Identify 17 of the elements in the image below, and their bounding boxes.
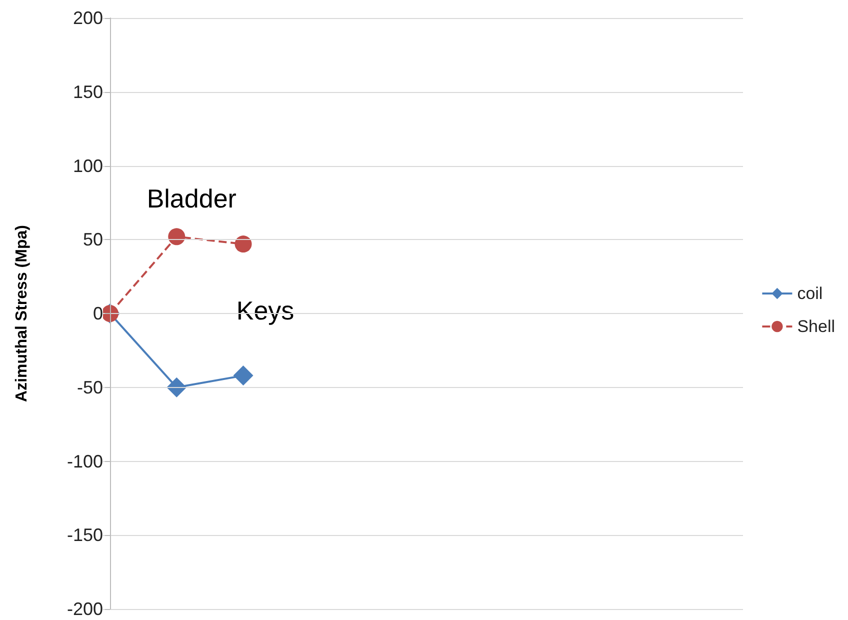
point: [168, 228, 186, 246]
y-tick-label: 150: [72, 82, 103, 102]
legend-label: Shell: [797, 317, 836, 336]
y-tick-label: -100: [66, 451, 103, 472]
y-tick-label: -150: [66, 525, 103, 546]
y-tick-label: 50: [82, 230, 103, 250]
y-tick-label: -200: [66, 599, 103, 619]
point: [234, 236, 252, 253]
legend-label: coil: [797, 284, 823, 303]
y-tick-label: 100: [72, 156, 103, 176]
y-axis-title: Azimuthal Stress (Mpa): [14, 225, 30, 402]
y-tick-label: 0: [92, 304, 103, 324]
annotation: Bladder: [146, 184, 237, 214]
y-tick-label: -50: [76, 377, 103, 398]
point: [166, 377, 187, 398]
point: [233, 366, 254, 386]
y-tick-label: 200: [72, 8, 103, 28]
